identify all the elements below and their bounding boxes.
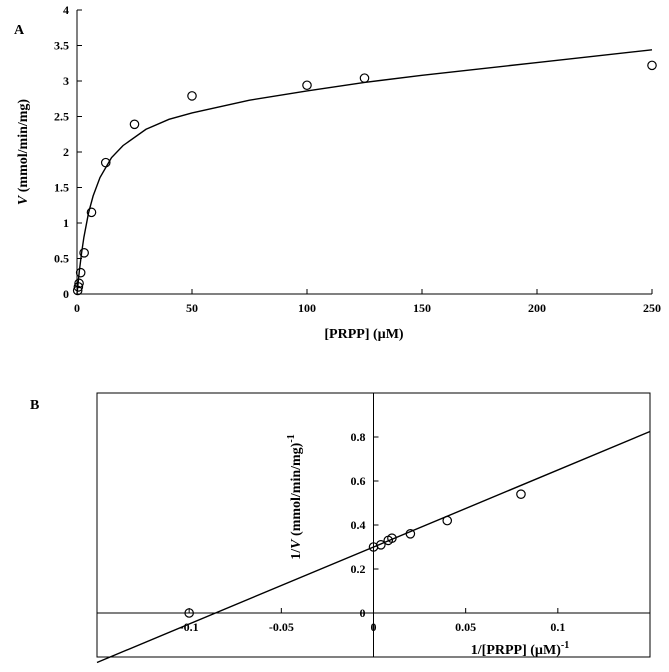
panel-a-y-axis-var: V	[16, 194, 31, 205]
panel-b-x-axis-sup: -1	[561, 640, 569, 651]
panel-a-x-tick-label: 200	[528, 301, 546, 315]
panel-b-data-point	[442, 515, 453, 526]
panel-a-x-tick-label: 150	[413, 301, 431, 315]
panel-b-data-points	[184, 489, 526, 618]
panel-a-data-point	[100, 157, 111, 168]
panel-b-y-ticks: 0 0.2 0.4 0.6 0.8	[351, 430, 379, 620]
panel-a-y-tick-label: 2.5	[54, 110, 69, 124]
panel-b-x-tick-label: -0.1	[180, 620, 199, 634]
panel-b-label: B	[30, 398, 39, 413]
panel-a-y-tick-label: 4	[63, 3, 69, 17]
panel-a-data-point	[647, 60, 657, 71]
panel-a-data-points	[72, 60, 657, 296]
panel-a-x-tick-label: 50	[186, 301, 198, 315]
panel-a-data-point	[129, 119, 140, 130]
panel-a-data-point	[187, 91, 197, 101]
panel-b-data-point	[376, 539, 386, 550]
panel-b-x-axis-title: 1/[PRPP] (µM)-1	[471, 640, 569, 658]
panel-b-y-axis-title: 1/V (mmol/min/mg)-1	[286, 434, 304, 559]
panel-b-y-tick-label: 0.6	[351, 474, 366, 488]
panel-b-y-tick-label: 0.8	[351, 430, 366, 444]
panel-a-x-axis-title: [PRPP] (µM)	[324, 327, 404, 342]
panel-b-y-axis-unit: (mmol/min/mg)	[289, 442, 304, 539]
panel-b-data-point	[405, 528, 416, 539]
panel-b-fit-line	[96, 430, 651, 664]
panel-b-x-tick-label: 0.1	[550, 620, 565, 634]
panel-a-y-tick-label: 1.5	[54, 181, 69, 195]
panel-b-x-tick-label: -0.05	[269, 620, 294, 634]
panel-a-data-point	[302, 80, 312, 91]
panel-a: A 0 50 100 150 200 250 0 0.5 1 1.5 2 2.5 3 3.5 4 [PRP…	[14, 3, 661, 342]
panel-a-y-tick-label: 3.5	[54, 39, 69, 53]
panel-a-y-axis-title: V (mmol/min/mg)	[16, 99, 31, 205]
panel-b-y-tick-label: 0.4	[351, 518, 366, 532]
panel-b-data-point	[516, 489, 526, 499]
panel-b-y-tick-label: 0.2	[351, 562, 366, 576]
panel-a-x-tick-label: 100	[298, 301, 316, 315]
panel-b-y-tick-label: 0	[360, 606, 366, 620]
panel-a-label: A	[14, 23, 25, 38]
panel-a-data-point	[79, 248, 89, 258]
panel-a-x-ticks: 0 50 100 150 200 250	[74, 289, 661, 315]
panel-a-y-ticks: 0 0.5 1 1.5 2 2.5 3 3.5 4	[54, 3, 82, 301]
panel-b-y-axis-base: 1/	[289, 548, 304, 560]
panel-a-y-tick-label: 2	[63, 145, 69, 159]
panel-b-data-point	[184, 608, 194, 618]
panel-a-x-tick-label: 250	[643, 301, 661, 315]
panel-a-x-tick-label: 0	[74, 301, 80, 315]
panel-b: B -0.1 -0.05 0 0.05 0.1 0 0.2 0.4 0.6 0.8 1/[PRP…	[30, 392, 651, 664]
panel-a-y-tick-label: 0	[63, 287, 69, 301]
panel-a-data-point	[75, 267, 86, 278]
panel-a-axes	[76, 10, 652, 295]
panel-a-data-point	[72, 285, 83, 296]
panel-a-y-axis-unit: (mmol/min/mg)	[16, 99, 31, 196]
panel-b-x-axis-base: 1/[PRPP] (µM)	[471, 643, 561, 658]
panel-a-fit-curve	[76, 49, 653, 295]
panel-a-data-point	[74, 278, 84, 289]
panel-a-data-point	[359, 73, 370, 83]
panel-b-y-axis-sup: -1	[286, 434, 297, 442]
panel-a-y-tick-label: 3	[63, 74, 69, 88]
panel-a-y-tick-label: 0.5	[54, 252, 69, 266]
panel-b-data-point	[387, 533, 397, 543]
panel-b-x-tick-label: 0	[371, 620, 377, 634]
panel-b-x-tick-label: 0.05	[455, 620, 476, 634]
panel-a-data-point	[73, 282, 84, 292]
panel-a-data-point	[86, 207, 97, 218]
panel-b-x-ticks: -0.1 -0.05 0 0.05 0.1	[180, 608, 565, 634]
panel-a-y-tick-label: 1	[63, 216, 69, 230]
panel-b-y-axis-var: V	[289, 538, 304, 549]
